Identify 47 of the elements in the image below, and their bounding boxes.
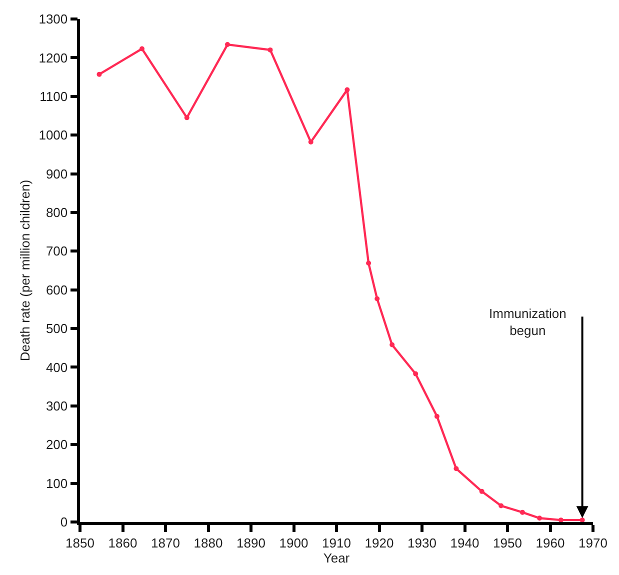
point bbox=[537, 516, 542, 521]
y-tick-label: 600 bbox=[46, 282, 68, 298]
y-tick-label: 1100 bbox=[40, 88, 68, 104]
y-tick-label: 500 bbox=[46, 321, 68, 336]
y-tick-label: 800 bbox=[46, 205, 68, 220]
x-tick-label: 1870 bbox=[151, 535, 180, 550]
point bbox=[224, 42, 230, 48]
x-axis-title: Year bbox=[323, 550, 350, 566]
point bbox=[96, 72, 102, 77]
annotation: Immunization begun bbox=[489, 306, 566, 338]
x-tick-label: 1900 bbox=[279, 535, 308, 550]
y-tick-label: 300 bbox=[46, 398, 68, 414]
x-tick-label: 1960 bbox=[536, 535, 565, 550]
x-tick-label: 1890 bbox=[236, 535, 266, 550]
y-tick-label: 900 bbox=[46, 166, 68, 182]
point bbox=[366, 260, 372, 266]
point bbox=[434, 414, 440, 419]
point bbox=[184, 115, 190, 120]
point bbox=[454, 466, 459, 472]
point bbox=[139, 46, 144, 52]
y-axis-title: Death rate (per million children) bbox=[18, 180, 33, 362]
point bbox=[374, 296, 380, 302]
x-tick-label: 1880 bbox=[194, 535, 223, 550]
y-tick-label: 400 bbox=[46, 360, 68, 375]
point bbox=[344, 87, 350, 92]
y-tick-label: 1000 bbox=[38, 128, 68, 143]
x-tick-label: 1860 bbox=[108, 535, 138, 550]
point bbox=[520, 510, 525, 515]
y-tick-label: 200 bbox=[46, 437, 68, 452]
point bbox=[479, 488, 484, 494]
point bbox=[413, 371, 418, 376]
point bbox=[268, 47, 273, 52]
x-tick-label: 1970 bbox=[578, 535, 608, 550]
x-tick-label: 1920 bbox=[364, 535, 394, 550]
y-tick-label: 0 bbox=[60, 514, 68, 530]
x-tick-label: 1950 bbox=[493, 535, 522, 550]
x-tick-label: 1910 bbox=[322, 535, 351, 550]
x-tick-label: 1940 bbox=[450, 535, 480, 550]
y-tick-label: 1200 bbox=[38, 50, 68, 66]
x-tick-label: 1930 bbox=[408, 535, 436, 550]
point bbox=[498, 503, 504, 508]
point bbox=[390, 342, 395, 348]
x-tick-label: 1850 bbox=[66, 535, 94, 550]
y-tick-label: 700 bbox=[46, 244, 68, 259]
point bbox=[308, 140, 314, 145]
y-tick-label: 100 bbox=[46, 476, 68, 491]
y-tick-label: 1300 bbox=[38, 12, 68, 27]
